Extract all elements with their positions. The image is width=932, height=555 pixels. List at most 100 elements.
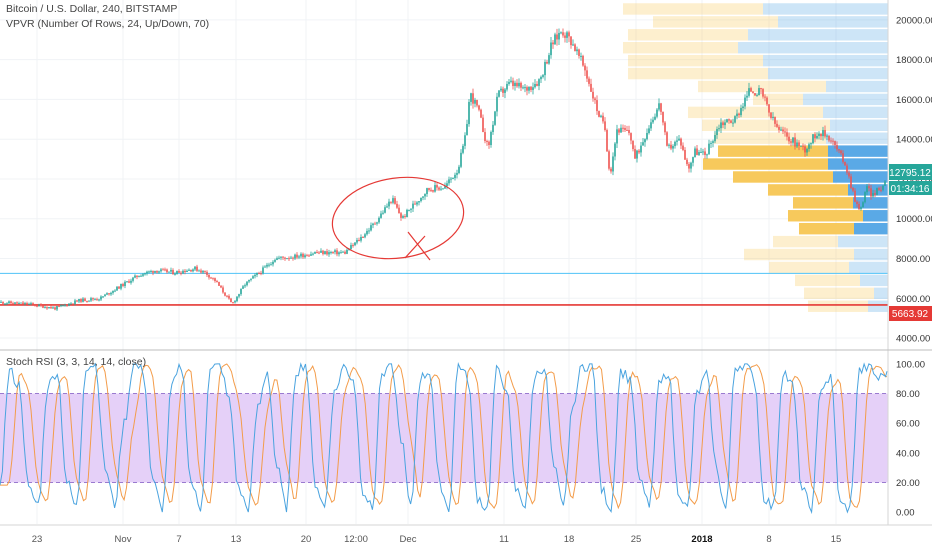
circle-annotation[interactable] [327, 169, 469, 267]
candle-body [252, 276, 254, 279]
candle-body [782, 129, 784, 132]
candle-body [452, 178, 454, 180]
candle-body [110, 292, 112, 295]
candle-body [692, 157, 694, 163]
candle-body [622, 127, 624, 129]
candle-body [568, 32, 570, 37]
candle-body [150, 270, 152, 272]
volume-row-down [744, 248, 854, 261]
cross-annotation[interactable] [404, 231, 431, 261]
candle-body [460, 152, 462, 167]
candle-body [682, 145, 684, 150]
candle-body [94, 299, 96, 301]
symbol-title[interactable]: Bitcoin / U.S. Dollar, 240, BITSTAMP [6, 3, 178, 15]
candle-body [500, 88, 502, 91]
candle-body [780, 129, 782, 131]
volume-row-down [788, 210, 863, 222]
vpvr-indicator-label[interactable]: VPVR (Number Of Rows, 24, Up/Down, 70) [6, 18, 210, 30]
price-axis-tick: 8000.00 [896, 254, 930, 265]
candle-body [814, 134, 816, 139]
candle-body [360, 236, 362, 241]
volume-row-up [823, 106, 888, 119]
candle-body [294, 254, 296, 259]
candle-body [566, 32, 568, 38]
candle-body [570, 36, 572, 46]
candle-body [760, 88, 762, 90]
candle-body [772, 116, 774, 118]
candle-body [196, 266, 198, 271]
candle-body [594, 98, 596, 101]
candle-body [382, 212, 384, 214]
candle-body [434, 185, 436, 192]
candle-body [580, 55, 582, 57]
candle-body [136, 275, 138, 277]
horizontal-levels [0, 272, 888, 306]
last-price-text: 12795.12 [889, 168, 931, 179]
candle-body [332, 252, 334, 254]
candle-body [690, 162, 692, 169]
rsi-axis-tick: 0.00 [896, 508, 915, 519]
candle-body [588, 78, 590, 84]
candle-body [62, 305, 64, 307]
candle-body [72, 303, 74, 305]
candle-body [56, 306, 58, 310]
candle-body [474, 99, 476, 104]
candle-body [342, 251, 344, 253]
candle-body [42, 305, 44, 308]
candle-body [322, 250, 324, 255]
volume-row-up [738, 42, 888, 54]
candle-body [106, 293, 108, 295]
candle-body [174, 273, 176, 275]
candle-body [372, 223, 374, 226]
candle-body [100, 296, 102, 300]
volume-row-down [702, 119, 830, 131]
candle-body [762, 89, 764, 97]
price-axis-tick: 14000.00 [896, 135, 932, 146]
candle-body [712, 141, 714, 143]
candle-body [44, 307, 46, 309]
candle-body [498, 90, 500, 97]
candle-body [4, 303, 6, 305]
candle-body [464, 135, 466, 146]
candle-body [822, 130, 824, 137]
countdown-text: 01:34:16 [891, 184, 930, 195]
candle-body [50, 307, 52, 309]
volume-row-up [748, 29, 888, 41]
volume-row-down [623, 3, 763, 15]
candle-body [518, 82, 520, 87]
candle-body [344, 251, 346, 254]
candle-body [472, 93, 474, 104]
candle-body [422, 196, 424, 198]
candle-body [20, 302, 22, 304]
candle-body [852, 187, 854, 191]
price-axis-tick: 10000.00 [896, 214, 932, 225]
candle-body [170, 269, 172, 272]
candle-body [734, 116, 736, 123]
candle-body [638, 150, 640, 153]
candle-body [30, 303, 32, 305]
candle-body [784, 131, 786, 133]
candle-body [680, 138, 682, 146]
candle-body [456, 173, 458, 175]
candle-body [496, 96, 498, 112]
candle-body [686, 159, 688, 165]
candle-body [254, 274, 256, 277]
candle-body [306, 255, 308, 257]
candle-body [358, 239, 360, 241]
candle-body [76, 300, 78, 302]
price-axis-tick: 16000.00 [896, 95, 932, 106]
candle-body [736, 113, 738, 117]
candle-body [532, 87, 534, 90]
candle-body [126, 281, 128, 283]
price-axis-tick: 4000.00 [896, 334, 930, 345]
candle-body [92, 298, 94, 300]
candle-body [534, 84, 536, 88]
candle-body [678, 138, 680, 141]
candle-body [556, 34, 558, 40]
stoch-rsi-label[interactable]: Stoch RSI (3, 3, 14, 14, close) [6, 356, 147, 368]
candle-body [732, 122, 734, 124]
candle-body [444, 186, 446, 189]
candle-body [592, 91, 594, 99]
candle-body [238, 294, 240, 297]
